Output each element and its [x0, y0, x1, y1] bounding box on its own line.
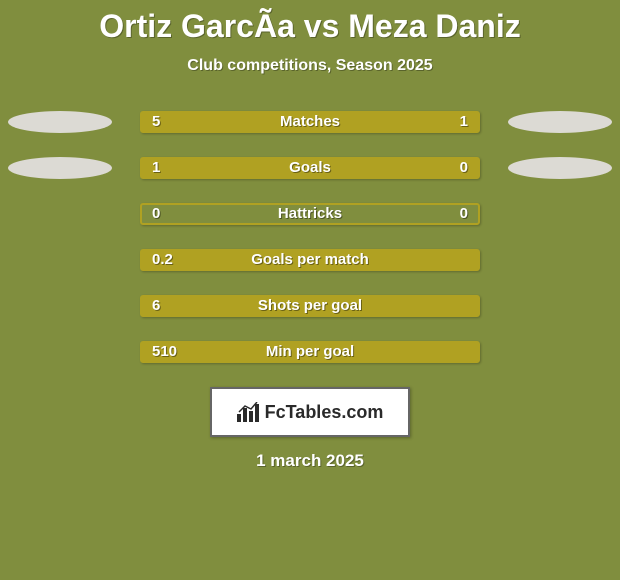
bar-left-fill [142, 251, 478, 269]
stat-bar: 10Goals [140, 157, 480, 179]
bar-right-fill [404, 113, 478, 131]
stat-label: Hattricks [142, 205, 478, 223]
bar-left-fill [142, 343, 478, 361]
stat-bar: 6Shots per goal [140, 295, 480, 317]
stat-row: 10Goals [0, 157, 620, 179]
logo-text: FcTables.com [265, 402, 384, 423]
stat-bar: 0 0Hattricks [140, 203, 480, 225]
comparison-infographic: Ortiz GarcÃa vs Meza Daniz Club competit… [0, 0, 620, 580]
bar-left-fill [142, 297, 478, 315]
bar-right-fill [404, 159, 478, 177]
team-badge-left [8, 111, 112, 133]
bar-left-fill [142, 159, 404, 177]
team-badge-left [8, 157, 112, 179]
value-left: 0 [152, 205, 160, 223]
bars-icon [237, 402, 259, 422]
stat-bar: 0.2Goals per match [140, 249, 480, 271]
bar-left-fill [142, 113, 404, 131]
stat-row: 0.2Goals per match [0, 249, 620, 271]
stats-chart: 51Matches 10Goals 0 0Hattricks 0.2Goals per … [0, 111, 620, 363]
date-text: 1 march 2025 [0, 451, 620, 471]
logo-box: FcTables.com [210, 387, 410, 437]
value-right: 0 [460, 205, 468, 223]
stat-bar: 510Min per goal [140, 341, 480, 363]
stat-row: 51Matches [0, 111, 620, 133]
stat-bar: 51Matches [140, 111, 480, 133]
team-badge-right [508, 157, 612, 179]
stat-row: 510Min per goal [0, 341, 620, 363]
team-badge-right [508, 111, 612, 133]
stat-row: 0 0Hattricks [0, 203, 620, 225]
page-title: Ortiz GarcÃa vs Meza Daniz [0, 0, 620, 45]
stat-row: 6Shots per goal [0, 295, 620, 317]
subtitle: Club competitions, Season 2025 [0, 57, 620, 75]
